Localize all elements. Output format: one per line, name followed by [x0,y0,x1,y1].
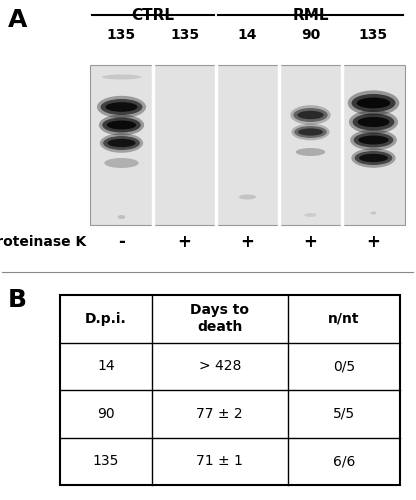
Text: 135: 135 [170,28,199,42]
Ellipse shape [293,108,328,122]
Ellipse shape [107,139,136,147]
Ellipse shape [297,111,324,119]
Ellipse shape [352,94,396,112]
Text: Proteinase K: Proteinase K [0,235,86,249]
Text: 5/5: 5/5 [333,407,355,421]
Ellipse shape [103,136,140,150]
Ellipse shape [357,117,389,127]
Ellipse shape [348,90,399,116]
Ellipse shape [104,158,139,168]
Text: -: - [118,233,125,251]
Text: 90: 90 [97,407,115,421]
Ellipse shape [99,114,144,136]
Ellipse shape [354,132,394,148]
Text: RML: RML [292,8,329,23]
Text: +: + [178,233,191,251]
Bar [60,295,400,485]
Ellipse shape [239,194,256,200]
Ellipse shape [101,99,142,115]
Text: CTRL: CTRL [131,8,174,23]
Bar [90,65,405,225]
Text: +: + [304,233,317,251]
Ellipse shape [357,98,390,108]
Ellipse shape [107,120,136,130]
Text: 135: 135 [107,28,136,42]
Ellipse shape [294,126,327,138]
Ellipse shape [350,130,397,150]
Ellipse shape [371,212,376,214]
Text: +: + [240,233,255,251]
Text: 14: 14 [238,28,257,42]
Ellipse shape [352,148,396,168]
Text: 71 ± 1: 71 ± 1 [196,454,243,468]
Ellipse shape [97,96,146,118]
Text: 6/6: 6/6 [333,454,355,468]
Text: 135: 135 [359,28,388,42]
Ellipse shape [118,215,125,219]
Text: +: + [366,233,381,251]
Ellipse shape [355,151,392,165]
Text: n/nt: n/nt [328,312,360,326]
Ellipse shape [100,133,143,153]
Text: 77 ± 2: 77 ± 2 [196,407,243,421]
Text: 135: 135 [93,454,119,468]
Ellipse shape [102,74,141,80]
Text: 0/5: 0/5 [333,359,355,373]
Ellipse shape [296,148,325,156]
Ellipse shape [305,213,317,217]
Ellipse shape [291,124,329,140]
Ellipse shape [359,154,388,162]
Text: 90: 90 [301,28,320,42]
Ellipse shape [353,114,394,130]
Ellipse shape [290,105,331,125]
Ellipse shape [102,118,141,132]
Text: A: A [8,8,27,32]
Text: Days to
death: Days to death [190,303,249,334]
Text: D.p.i.: D.p.i. [85,312,127,326]
Text: B: B [8,288,27,312]
Text: 14: 14 [97,359,115,373]
Ellipse shape [358,136,389,144]
Text: > 428: > 428 [198,359,241,373]
Ellipse shape [349,110,398,134]
Ellipse shape [298,128,323,136]
Ellipse shape [106,102,137,112]
